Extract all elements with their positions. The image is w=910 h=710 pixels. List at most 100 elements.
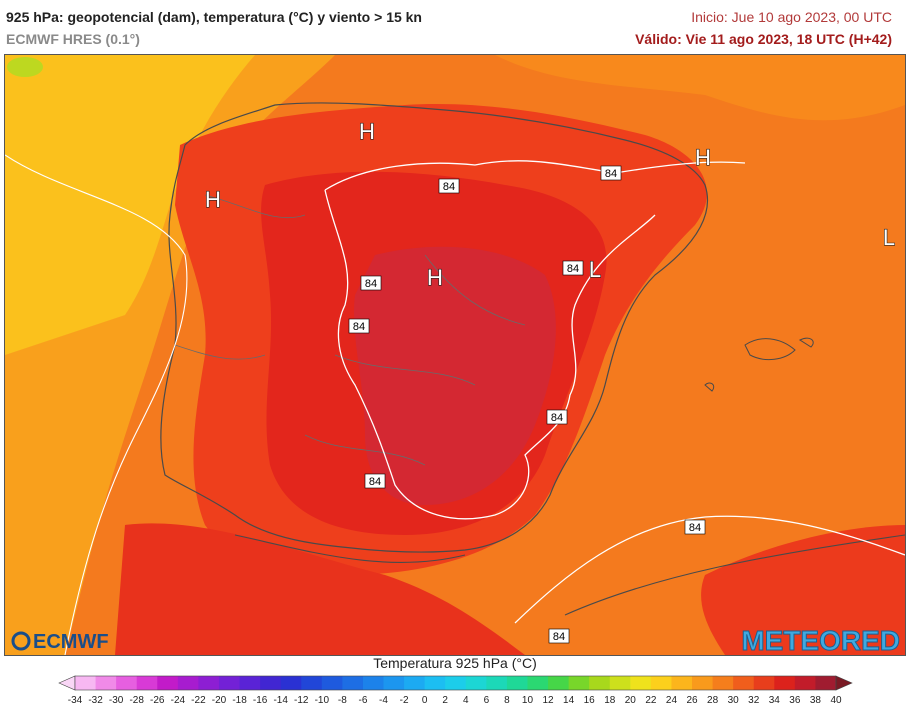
colorbar-swatch	[794, 676, 816, 690]
colorbar-tick-label: -34	[68, 695, 83, 706]
colorbar-tick-label: 12	[542, 695, 554, 706]
colorbar-swatch	[383, 676, 405, 690]
colorbar-tick-label: 22	[645, 695, 657, 706]
colorbar-swatch	[136, 676, 158, 690]
high-pressure-label: H	[695, 145, 711, 170]
contour-84-north	[324, 160, 746, 520]
cooler-zone-northwest	[5, 55, 255, 355]
colorbar-tick-label: -32	[88, 695, 103, 706]
svg-text:84: 84	[567, 263, 579, 275]
colorbar-tick-label: 16	[584, 695, 596, 706]
colorbar-swatch	[486, 676, 508, 690]
colorbar-tick-label: -26	[150, 695, 165, 706]
colorbar-swatch	[301, 676, 323, 690]
north-africa-coast	[234, 534, 905, 616]
colorbar-swatch	[589, 676, 611, 690]
colorbar-swatch	[342, 676, 364, 690]
colorbar-tick-label: 4	[463, 695, 469, 706]
contour-label: 84	[562, 260, 584, 276]
colorbar-swatch	[280, 676, 302, 690]
colorbar-tick-label: 18	[604, 695, 616, 706]
colorbar-tick-label: -10	[315, 695, 330, 706]
colorbar-swatch	[116, 676, 138, 690]
colorbar-under-arrow	[58, 675, 76, 691]
colorbar-tick-label: 36	[789, 695, 801, 706]
svg-text:84: 84	[353, 321, 365, 333]
colorbar-tick-label: 24	[666, 695, 678, 706]
colorbar-swatch	[671, 676, 693, 690]
contour-label: 84	[600, 165, 622, 181]
svg-text:84: 84	[553, 631, 565, 643]
colorbar-tick-label: 2	[442, 695, 448, 706]
colorbar-swatch	[712, 676, 734, 690]
map-canvas: 84 84 84 84 84 84 84 84 84 H H H H L L E…	[5, 55, 905, 655]
colorbar-swatch	[362, 676, 385, 690]
high-pressure-label: H	[427, 265, 443, 290]
colorbar-border	[74, 675, 837, 691]
iberia-coastline	[160, 102, 709, 553]
colorbar-swatch	[177, 676, 199, 690]
colorbar-swatch	[609, 676, 631, 690]
colorbar-swatch	[815, 676, 837, 690]
contour-label: 84	[348, 318, 370, 334]
low-pressure-label: L	[589, 257, 601, 282]
colorbar-tick-label: -6	[358, 695, 367, 706]
colorbar-swatch	[630, 676, 652, 690]
hot-zone-south	[115, 523, 525, 655]
meteored-logo: METEORED	[741, 625, 900, 655]
high-pressure-label: H	[205, 187, 221, 212]
warm-zone-northeast	[495, 55, 905, 121]
colorbar-swatch	[157, 676, 179, 690]
colorbar-tick-label: 38	[810, 695, 822, 706]
contour-label: 84	[548, 628, 570, 644]
colorbar-swatch	[404, 676, 426, 690]
svg-text:84: 84	[605, 168, 617, 180]
hottest-zone-iberia	[353, 246, 556, 505]
contour-label: 84	[364, 473, 386, 489]
colorbar-tick-label: -28	[129, 695, 144, 706]
colorbar-tick-label: 32	[748, 695, 760, 706]
colorbar-tick-label: 10	[522, 695, 534, 706]
svg-text:84: 84	[443, 181, 455, 193]
colorbar-swatch	[568, 676, 590, 690]
temperature-colorbar: -34 -32 -30 -28 -26 -24 -22 -20 -18 -16 -14 -12 -10-…	[58, 675, 853, 706]
high-pressure-label: H	[359, 119, 375, 144]
map-title: 925 hPa: geopotencial (dam), temperatura…	[6, 9, 422, 25]
colorbar-tick-label: -12	[294, 695, 309, 706]
colorbar-swatch	[260, 676, 282, 690]
colorbar-swatch	[321, 676, 343, 690]
colorbar-tick-label: -16	[253, 695, 268, 706]
colorbar-swatch	[239, 676, 261, 690]
region-borders	[174, 194, 526, 466]
contour-label: 84	[684, 519, 706, 535]
colorbar-swatch	[198, 676, 220, 690]
colorbar-swatch	[527, 676, 549, 690]
colorbar-tick-label: 20	[625, 695, 637, 706]
colorbar-tick-label: 34	[769, 695, 781, 706]
colorbar-swatch	[692, 676, 714, 690]
ecmwf-logo: ECMWF	[11, 631, 109, 653]
svg-text:84: 84	[689, 522, 701, 534]
colorbar-tick-label: -20	[212, 695, 227, 706]
colorbar-swatch	[774, 676, 796, 690]
svg-text:ECMWF: ECMWF	[33, 631, 109, 653]
valid-time: Válido: Vie 11 ago 2023, 18 UTC (H+42)	[635, 31, 892, 47]
colorbar-tick-label: -14	[273, 695, 288, 706]
colorbar-swatch	[445, 676, 467, 690]
colorbar-tick-label: -4	[379, 695, 388, 706]
colorbar-swatch	[75, 676, 97, 690]
colorbar-swatch	[465, 676, 487, 690]
coolest-zone	[7, 57, 43, 77]
colorbar-tick-label: -30	[109, 695, 124, 706]
colorbar-tick-label: -22	[191, 695, 206, 706]
colorbar-swatch	[95, 676, 117, 690]
contour-84-south	[514, 515, 905, 624]
colorbar-swatch	[218, 676, 241, 690]
balearic-islands	[704, 337, 814, 392]
init-time: Inicio: Jue 10 ago 2023, 00 UTC	[691, 9, 892, 25]
contour-label: 84	[360, 275, 382, 291]
low-pressure-label: L	[883, 225, 895, 250]
colorbar-tick-label: -2	[400, 695, 409, 706]
colorbar-swatch	[753, 676, 775, 690]
colorbar-tick-label: 26	[686, 695, 698, 706]
